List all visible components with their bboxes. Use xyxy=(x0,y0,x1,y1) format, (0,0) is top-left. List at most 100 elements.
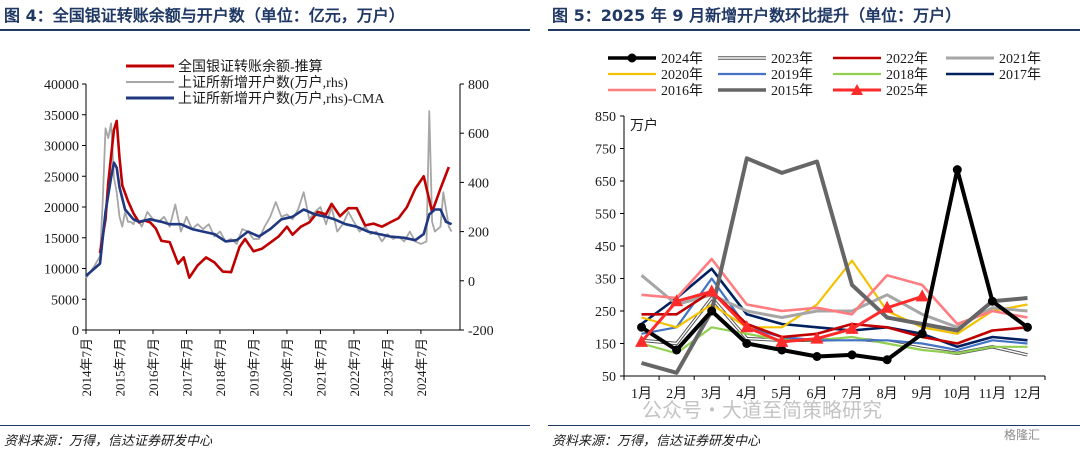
data-point-2025年 xyxy=(915,289,929,302)
legend-label: 2020年 xyxy=(661,67,703,83)
y-axis-tick-label: 350 xyxy=(595,273,616,288)
legend-label: 2017年 xyxy=(999,67,1041,83)
legend-label: 2021年 xyxy=(999,51,1041,67)
x-axis-tick-label: 2014年7月 xyxy=(79,338,94,397)
legend-marker xyxy=(851,84,863,95)
watermark-text: 公众号・大道至简策略研究 xyxy=(642,398,882,422)
data-point-2024年 xyxy=(707,306,717,316)
data-point-2025年 xyxy=(775,334,789,347)
legend-label: 2018年 xyxy=(886,67,928,83)
left-axis-tick-label: 20000 xyxy=(44,201,79,216)
data-point-2025年 xyxy=(740,320,754,333)
data-point-2024年 xyxy=(987,296,997,306)
x-axis-tick-label: 2016年7月 xyxy=(146,338,161,397)
x-axis-tick-label: 2018年7月 xyxy=(213,338,228,397)
right-panel: 图 5：2025 年 9 月新增开户数环比提升（单位：万户） 50 150 250 3… xyxy=(548,0,1080,451)
right-title-rule xyxy=(548,29,1080,31)
right-axis-tick-label: 0 xyxy=(468,275,475,290)
series-line-2022年 xyxy=(641,290,1028,345)
series-line-上证所新增开户数-万户-rhs-CMA xyxy=(85,161,453,277)
data-point-2024年 xyxy=(917,329,927,339)
x-axis-tick-label: 2019年7月 xyxy=(246,338,261,397)
x-axis-tick-label: 9月 xyxy=(912,386,933,402)
series-line-全国银证转账余额-推算 xyxy=(98,119,451,280)
right-chart: 50 150 250 350 450 550 650 750 850 万户 1月 2月 3月 4月 5月 6月… xyxy=(595,51,1046,402)
series-line-2020年 xyxy=(641,259,1028,335)
data-point-2024年 xyxy=(672,345,682,355)
data-point-2024年 xyxy=(847,350,857,360)
legend-label: 2023年 xyxy=(771,51,813,67)
data-point-2025年 xyxy=(810,331,824,344)
x-axis-tick-label: 5月 xyxy=(771,386,792,402)
left-axis-tick-label: 10000 xyxy=(44,263,79,278)
series-line-2016年 xyxy=(641,257,1028,326)
data-point-2025年 xyxy=(670,294,684,307)
x-axis-tick-label: 2024年7月 xyxy=(414,338,429,397)
left-axis-tick-label: 15000 xyxy=(44,232,79,247)
left-panel: 图 4：全国银证转账余额与开户数（单位：亿元，万户） 0 5000 10000 150… xyxy=(0,0,530,451)
data-point-2024年 xyxy=(882,355,892,365)
x-axis-tick-label: 12月 xyxy=(1013,386,1041,402)
data-point-2024年 xyxy=(1022,322,1032,332)
data-point-2024年 xyxy=(812,352,822,361)
left-chart: 0 5000 10000 15000 20000 25000 30000 35000 40000… xyxy=(44,58,494,397)
x-axis-tick-label: 11月 xyxy=(979,386,1006,402)
left-axis-tick-label: 35000 xyxy=(44,109,79,124)
x-axis-tick-label: 10月 xyxy=(943,386,971,402)
legend-marker xyxy=(627,53,637,63)
right-axis-tick-label: 400 xyxy=(468,176,489,191)
legend-label: 上证所新增开户数(万户,rhs) xyxy=(178,74,348,91)
x-axis-tick-label: 1月 xyxy=(631,386,652,402)
x-axis-tick-label: 2022年7月 xyxy=(347,338,362,397)
legend-label: 2015年 xyxy=(771,83,813,99)
data-point-2025年 xyxy=(845,321,859,334)
legend-label: 2024年 xyxy=(661,51,703,67)
x-axis-tick-label: 4月 xyxy=(736,386,757,402)
right-source-note: 资料来源：万得，信达证券研发中心 xyxy=(552,434,761,449)
data-point-2024年 xyxy=(952,165,962,175)
y-axis-unit-label: 万户 xyxy=(630,117,658,134)
y-axis-tick-label: 150 xyxy=(595,338,616,353)
series-line-2018年 xyxy=(641,326,1028,355)
series-line-2019年 xyxy=(641,277,1028,352)
legend-label: 2025年 xyxy=(886,83,928,99)
x-axis-tick-label: 8月 xyxy=(877,386,898,402)
data-point-2025年 xyxy=(635,334,649,347)
left-axis-tick-label: 0 xyxy=(72,324,79,339)
y-axis-tick-label: 250 xyxy=(595,305,616,320)
y-axis-tick-label: 50 xyxy=(602,370,616,385)
series-line-2024年 xyxy=(640,167,1029,362)
y-axis-tick-label: 850 xyxy=(595,110,616,125)
left-axis-tick-label: 40000 xyxy=(44,78,79,93)
x-axis-tick-label: 2021年7月 xyxy=(313,338,328,397)
left-axis-tick-label: 25000 xyxy=(44,170,79,185)
right-axis-tick-label: -200 xyxy=(468,324,494,339)
left-figure-title: 图 4：全国银证转账余额与开户数（单位：亿元，万户） xyxy=(4,6,405,25)
left-title-rule xyxy=(0,29,530,31)
data-point-2025年 xyxy=(880,300,894,313)
left-axis-tick-label: 30000 xyxy=(44,140,79,155)
watermark-logo: 格隆汇 xyxy=(1004,428,1041,442)
legend-label: 2016年 xyxy=(661,83,703,99)
series-line-上证所新增开户数-万户-rhs xyxy=(85,110,453,279)
right-bottom-rule xyxy=(548,425,1080,426)
y-axis-tick-label: 750 xyxy=(595,143,616,158)
legend-label: 全国银证转账余额-推算 xyxy=(178,58,323,75)
x-axis-tick-label: 2月 xyxy=(666,386,687,402)
x-axis-tick-label: 2017年7月 xyxy=(179,338,194,397)
data-point-2025年 xyxy=(705,284,719,297)
data-point-2024年 xyxy=(777,345,787,355)
data-point-2024年 xyxy=(742,339,752,348)
right-axis-tick-label: 800 xyxy=(468,78,489,93)
x-axis-tick-label: 3月 xyxy=(701,386,722,402)
y-axis-tick-label: 450 xyxy=(595,240,616,255)
y-axis-tick-label: 650 xyxy=(595,175,616,190)
legend-label: 2022年 xyxy=(886,51,928,67)
legend-label: 上证所新增开户数(万户,rhs)-CMA xyxy=(178,90,385,107)
series-line-2015年 xyxy=(640,156,1028,375)
x-axis-tick-label: 6月 xyxy=(806,386,827,402)
right-figure-title: 图 5：2025 年 9 月新增开户数环比提升（单位：万户） xyxy=(552,6,962,25)
x-axis-tick-label: 2020年7月 xyxy=(280,338,295,397)
legend-label: 2019年 xyxy=(771,67,813,83)
right-axis-tick-label: 200 xyxy=(468,226,489,241)
